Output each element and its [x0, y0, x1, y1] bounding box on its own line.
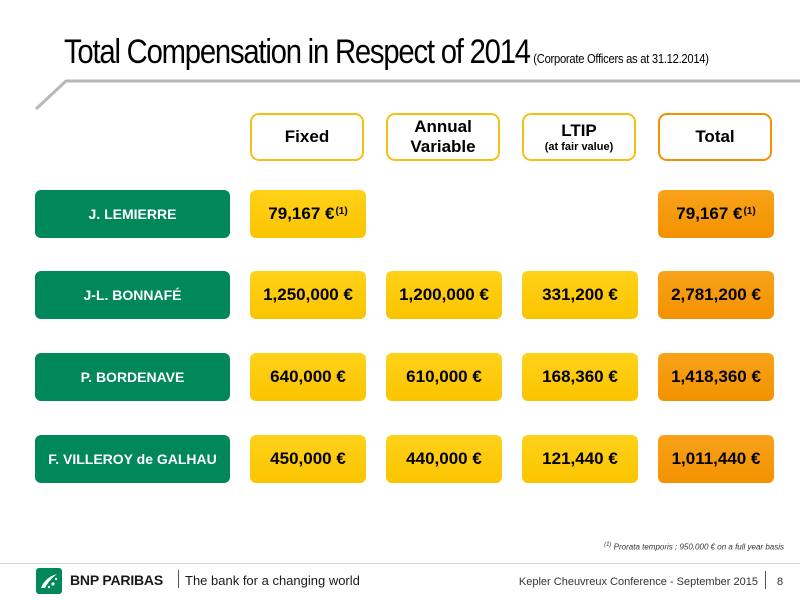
page-number-separator: [765, 571, 766, 589]
value-text: 440,000 €: [406, 449, 482, 468]
value-text: 79,167 €: [676, 204, 743, 223]
page-title-subtitle: (Corporate Officers as at 31.12.2014): [533, 51, 709, 66]
value-total-bordenave: 1,418,360 €: [658, 353, 774, 401]
footnote-ref: (1): [335, 205, 348, 217]
value-variable-bordenave: 610,000 €: [386, 353, 502, 401]
title-underline: [34, 79, 800, 111]
column-header-label: Annual: [414, 117, 472, 136]
value-ltip-bonnafe: 331,200 €: [522, 271, 638, 319]
conference-label: Kepler Cheuvreux Conference - September …: [518, 576, 758, 588]
value-text: 79,167 €: [268, 204, 335, 223]
column-header-label-line2: Variable: [410, 137, 476, 156]
value-text: 610,000 €: [406, 367, 482, 386]
column-header-label: Total: [695, 127, 735, 146]
tagline-separator: [178, 570, 179, 588]
value-text: 121,440 €: [542, 449, 618, 468]
value-variable-bonnafe: 1,200,000 €: [386, 271, 502, 319]
value-text: 2,781,200 €: [671, 285, 761, 304]
value-text: 331,200 €: [542, 285, 618, 304]
value-text: 450,000 €: [270, 449, 346, 468]
page-title: Total Compensation in Respect of 2014 (Co…: [64, 33, 709, 73]
footnote-marker: (1): [604, 542, 612, 548]
value-text: 640,000 €: [270, 367, 346, 386]
brand-name: BNP PARIBAS: [70, 572, 163, 588]
value-ltip-bordenave: 168,360 €: [522, 353, 638, 401]
officer-name-bordenave: P. BORDENAVE: [35, 353, 230, 401]
column-header-note: (at fair value): [544, 140, 614, 153]
column-header-label: Fixed: [284, 127, 330, 146]
column-header-fixed: Fixed: [250, 113, 364, 161]
value-text: 1,418,360 €: [671, 367, 761, 386]
value-text: 1,250,000 €: [263, 285, 353, 304]
officer-name-label: F. VILLEROY de GALHAU: [48, 451, 217, 467]
column-header-label: LTIP: [561, 120, 597, 140]
officer-name-label: J-L. BONNAFÉ: [83, 287, 182, 303]
value-total-lemierre: 79,167 € (1): [658, 190, 774, 238]
officer-name-bonnafe: J-L. BONNAFÉ: [35, 271, 230, 319]
value-ltip-villeroy: 121,440 €: [522, 435, 638, 483]
page-title-main: Total Compensation in Respect of 2014: [64, 33, 531, 71]
officer-name-villeroy: F. VILLEROY de GALHAU: [35, 435, 230, 483]
footer-divider: [0, 563, 800, 564]
value-fixed-lemierre: 79,167 € (1): [250, 190, 366, 238]
column-header-ltip: LTIP (at fair value): [522, 113, 636, 161]
footnote-text: Prorata temporis ; 950,000 € on a full y…: [613, 542, 784, 552]
brand-tagline: The bank for a changing world: [185, 573, 360, 588]
bnp-paribas-logo-icon: [36, 568, 62, 594]
value-variable-villeroy: 440,000 €: [386, 435, 502, 483]
value-fixed-bonnafe: 1,250,000 €: [250, 271, 366, 319]
officer-name-label: P. BORDENAVE: [80, 369, 185, 385]
value-text: 1,011,440 €: [671, 449, 761, 468]
value-text: 1,200,000 €: [399, 285, 489, 304]
footnote-ref: (1): [743, 205, 756, 217]
officer-name-lemierre: J. LEMIERRE: [35, 190, 230, 238]
column-header-total: Total: [658, 113, 772, 161]
value-total-bonnafe: 2,781,200 €: [658, 271, 774, 319]
footnote: (1) Prorata temporis ; 950,000 € on a fu…: [604, 542, 784, 552]
column-header-annual-variable: Annual Variable: [386, 113, 500, 161]
value-fixed-bordenave: 640,000 €: [250, 353, 366, 401]
value-fixed-villeroy: 450,000 €: [250, 435, 366, 483]
value-total-villeroy: 1,011,440 €: [658, 435, 774, 483]
value-text: 168,360 €: [542, 367, 618, 386]
page-number: 8: [777, 576, 784, 588]
officer-name-label: J. LEMIERRE: [88, 206, 177, 222]
